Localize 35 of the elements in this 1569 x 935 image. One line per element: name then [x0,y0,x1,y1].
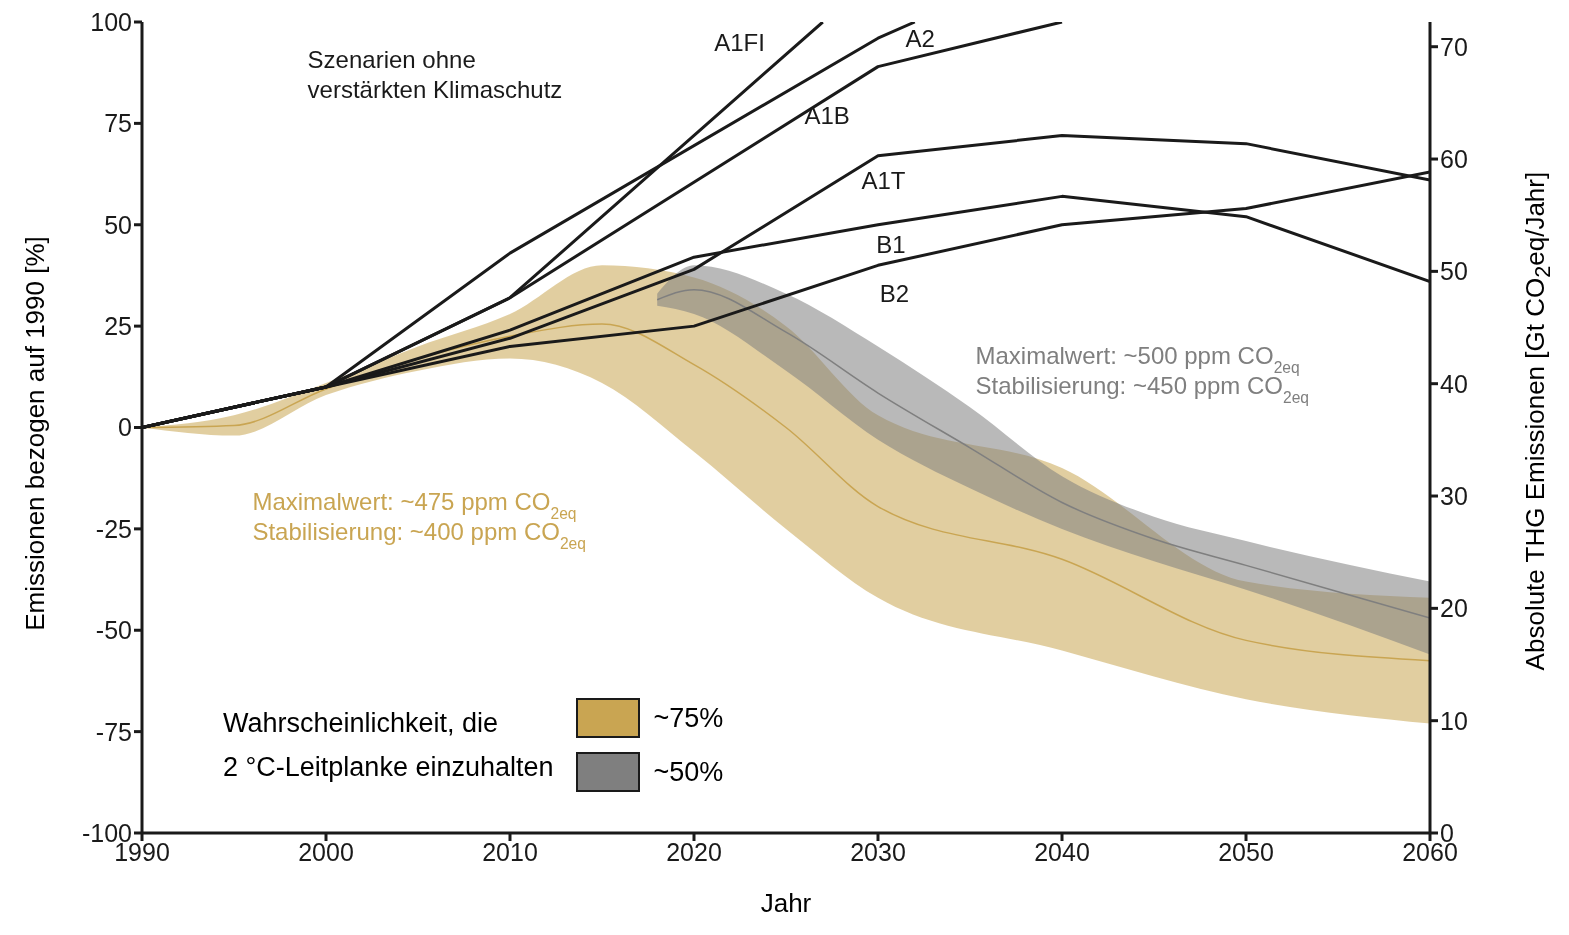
y-tick-label: 75 [104,109,132,138]
y2-tick-label: 10 [1440,706,1468,735]
y2-tick-label: 60 [1440,144,1468,173]
y-tick-label: -50 [95,616,132,645]
y2-tick-label: 20 [1440,594,1468,623]
series-label: B2 [879,280,910,308]
x-tick-label: 2040 [1034,837,1090,866]
series-label: A1FI [714,28,765,56]
y-tick-label: 100 [90,7,132,36]
y-tick-label: 50 [104,210,132,239]
x-tick-label: 2010 [482,837,538,866]
y2-tick-label: 50 [1440,257,1468,286]
series-label: A1B [804,101,850,129]
annotation: Szenarien ohne verstärkten Klimaschutz [307,46,563,104]
series-label: B1 [876,231,906,259]
annotation: Maximalwert: ~500 ppm CO$_{2eq}$ Stabilisierung: ~450 ppm CO$_{2eq}$ [975,342,1310,406]
y-tick-label: 25 [104,312,132,340]
x-tick-label: 2000 [298,837,354,866]
y-tick-label: -25 [95,514,132,543]
x-tick-label: 2020 [666,837,722,866]
y-tick-label: 0 [118,413,132,442]
y2-tick-label: 30 [1440,481,1468,510]
x-tick-label: 2030 [850,837,906,866]
x-axis-title: Jahr [759,888,813,919]
y2-tick-label: 40 [1440,369,1468,398]
annotation: Maximalwert: ~475 ppm CO$_{2eq}$ Stabilisierung: ~400 ppm CO$_{2eq}$ [252,488,586,552]
y-tick-label: -75 [95,717,132,746]
legend-title: Wahrscheinlichkeit, die 2 °C-Leitplanke einzuhalten [223,707,554,784]
legend-label: ~50% [653,756,724,788]
series-label: A2 [905,24,935,52]
y2-tick-label: 70 [1440,32,1468,61]
x-tick-label: 2050 [1218,837,1274,866]
y-axis-title: Emissionen bezogen auf 1990 [%] [19,235,51,633]
series-label: A1T [861,166,906,194]
legend-label: ~75% [653,702,724,734]
